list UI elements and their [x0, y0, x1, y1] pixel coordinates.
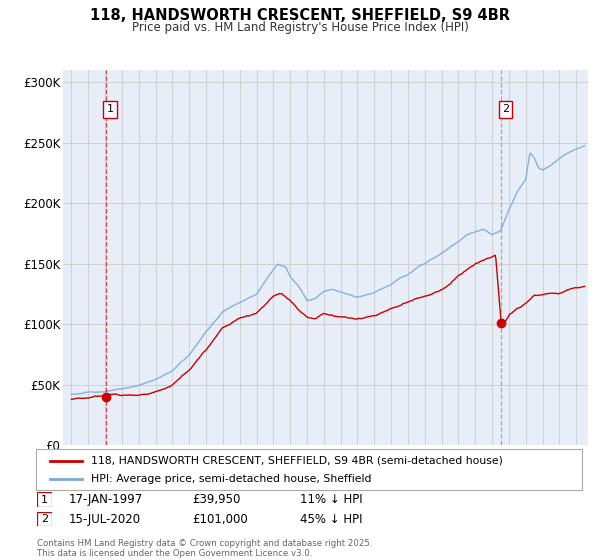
Text: 118, HANDSWORTH CRESCENT, SHEFFIELD, S9 4BR (semi-detached house): 118, HANDSWORTH CRESCENT, SHEFFIELD, S9 … — [91, 456, 502, 465]
Text: 118, HANDSWORTH CRESCENT, SHEFFIELD, S9 4BR: 118, HANDSWORTH CRESCENT, SHEFFIELD, S9 … — [90, 8, 510, 24]
Text: Price paid vs. HM Land Registry's House Price Index (HPI): Price paid vs. HM Land Registry's House … — [131, 21, 469, 34]
FancyBboxPatch shape — [36, 449, 582, 490]
Text: £101,000: £101,000 — [192, 512, 248, 526]
Text: 15-JUL-2020: 15-JUL-2020 — [69, 512, 141, 526]
Text: 2: 2 — [502, 104, 509, 114]
Text: Contains HM Land Registry data © Crown copyright and database right 2025.
This d: Contains HM Land Registry data © Crown c… — [37, 539, 373, 558]
Text: 11% ↓ HPI: 11% ↓ HPI — [300, 493, 362, 506]
Text: 2: 2 — [41, 514, 48, 524]
Text: 45% ↓ HPI: 45% ↓ HPI — [300, 512, 362, 526]
Text: 17-JAN-1997: 17-JAN-1997 — [69, 493, 143, 506]
FancyBboxPatch shape — [37, 512, 52, 526]
Text: 1: 1 — [41, 494, 48, 505]
Text: £39,950: £39,950 — [192, 493, 241, 506]
Text: 1: 1 — [106, 104, 113, 114]
FancyBboxPatch shape — [37, 492, 52, 507]
Text: HPI: Average price, semi-detached house, Sheffield: HPI: Average price, semi-detached house,… — [91, 474, 371, 483]
